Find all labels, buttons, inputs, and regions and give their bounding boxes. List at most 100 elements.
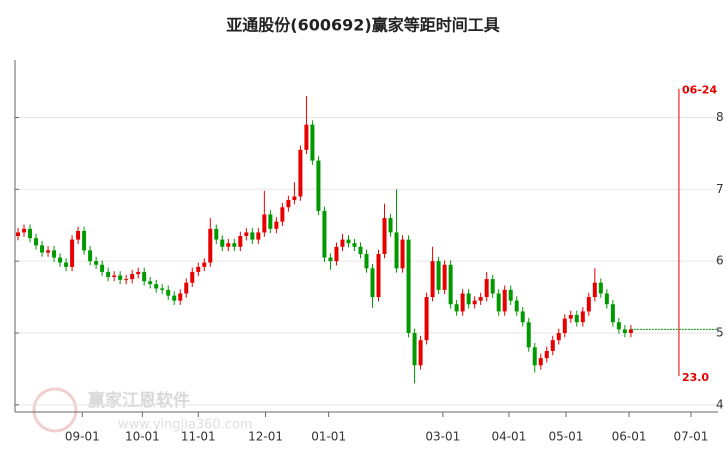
candle-body xyxy=(388,218,393,233)
x-tick-label: 12-01 xyxy=(248,430,283,444)
candle-body xyxy=(292,196,297,201)
x-tick-label: 05-01 xyxy=(549,430,584,444)
candle-body xyxy=(526,322,531,348)
candle-body xyxy=(430,261,435,298)
candle-body xyxy=(592,282,597,298)
candle-body xyxy=(490,279,495,294)
candle-body xyxy=(262,214,267,233)
candle-body xyxy=(538,358,543,366)
candle-body xyxy=(544,350,549,359)
candle-body xyxy=(616,322,621,330)
candle-body xyxy=(472,300,477,305)
candle-body xyxy=(610,304,615,323)
y-tick-label: 4 xyxy=(716,397,724,411)
x-tick-label: 11-01 xyxy=(181,430,216,444)
candle-body xyxy=(220,239,225,247)
time-marker-label: 06-24 xyxy=(682,84,718,97)
candle-body xyxy=(400,239,405,269)
candle-body xyxy=(340,239,345,247)
candle-body xyxy=(514,300,519,312)
candle-body xyxy=(136,271,141,275)
y-tick-label: 8 xyxy=(716,110,724,124)
candle-body xyxy=(178,293,183,301)
candle-body xyxy=(352,243,357,247)
candle-body xyxy=(382,218,387,254)
y-tick-label: 7 xyxy=(716,182,724,196)
candle-body xyxy=(508,289,513,301)
candle-body xyxy=(76,230,81,240)
chart-title: 亚通股份(600692)赢家等距时间工具 xyxy=(226,16,499,35)
x-tick-label: 03-01 xyxy=(425,430,460,444)
candle-body xyxy=(322,210,327,258)
candle-body xyxy=(16,232,21,236)
candle-body xyxy=(328,257,333,262)
candle-body xyxy=(532,347,537,366)
candle-body xyxy=(268,214,273,229)
candle-body xyxy=(70,239,75,267)
candle-body xyxy=(580,311,585,323)
candle-body xyxy=(406,239,411,333)
candle-body xyxy=(82,230,87,251)
candle-body xyxy=(412,332,417,366)
candle-body xyxy=(304,124,309,150)
candle-body xyxy=(442,264,447,290)
candle-body xyxy=(58,257,63,263)
candle-body xyxy=(196,266,201,272)
candle-body xyxy=(574,315,579,323)
candle-body xyxy=(52,250,57,258)
candle-body xyxy=(208,228,213,263)
candle-body xyxy=(358,246,363,254)
candle-body xyxy=(586,297,591,312)
candle-body xyxy=(160,288,165,290)
candle-body xyxy=(454,304,459,312)
watermark-logo xyxy=(32,387,78,433)
candle-body xyxy=(448,264,453,305)
candle-body xyxy=(232,243,237,247)
candle-body xyxy=(484,279,489,298)
candle-body xyxy=(28,228,33,239)
candle-body xyxy=(100,264,105,272)
time-marker-value: 23.0 xyxy=(682,371,709,384)
candle-body xyxy=(244,232,249,236)
candle-body xyxy=(550,340,555,351)
x-tick-label: 10-01 xyxy=(125,430,160,444)
x-tick-label: 09-01 xyxy=(65,430,100,444)
candle-body xyxy=(106,271,111,277)
candle-body xyxy=(370,268,375,298)
candle-body xyxy=(142,271,147,282)
candle-body xyxy=(604,293,609,305)
candle-body xyxy=(598,282,603,294)
candle-body xyxy=(154,284,159,289)
watermark: 赢家江恩软件 xyxy=(88,390,190,411)
candle-body xyxy=(520,311,525,323)
x-tick-label: 06-01 xyxy=(612,430,647,444)
candle-body xyxy=(346,239,351,244)
candle-body xyxy=(466,293,471,305)
candle-body xyxy=(34,238,39,246)
watermark-url: www.yingjia360.com xyxy=(118,418,253,433)
candle-body xyxy=(112,275,117,277)
y-tick-label: 6 xyxy=(716,254,724,268)
candle-body xyxy=(172,295,177,301)
candle-body xyxy=(64,262,69,267)
candle-body xyxy=(226,243,231,247)
candle-body xyxy=(376,253,381,298)
candle-body xyxy=(148,281,153,285)
candle-body xyxy=(460,293,465,312)
candle-body xyxy=(298,149,303,197)
candle-body xyxy=(214,228,219,240)
candle-body xyxy=(256,232,261,240)
x-tick-label: 04-01 xyxy=(491,430,526,444)
candle-body xyxy=(424,297,429,341)
candle-body xyxy=(334,246,339,262)
candle-body xyxy=(556,332,561,341)
candle-body xyxy=(124,279,129,281)
candle-body xyxy=(166,289,171,296)
candle-body xyxy=(22,228,27,233)
y-tick-label: 5 xyxy=(716,325,724,339)
candle-body xyxy=(88,250,93,262)
candle-body xyxy=(310,124,315,161)
candle-body xyxy=(316,160,321,211)
